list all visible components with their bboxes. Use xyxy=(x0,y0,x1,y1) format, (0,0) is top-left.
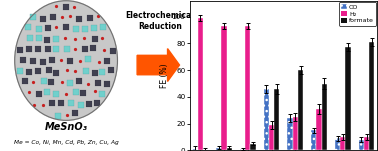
Text: Electrochemical
Reduction: Electrochemical Reduction xyxy=(125,11,194,31)
Bar xyxy=(340,137,345,150)
Bar xyxy=(287,118,293,150)
Bar xyxy=(274,89,279,150)
Circle shape xyxy=(15,1,118,120)
Bar xyxy=(293,117,298,150)
Bar xyxy=(298,70,303,150)
Bar xyxy=(335,138,340,150)
Bar xyxy=(192,149,198,150)
Text: MeSnO₃: MeSnO₃ xyxy=(45,122,88,132)
Bar xyxy=(359,140,364,150)
Bar xyxy=(227,148,232,150)
FancyArrow shape xyxy=(137,49,180,82)
Bar xyxy=(311,130,316,150)
Bar xyxy=(369,42,374,150)
Bar xyxy=(240,149,245,150)
Bar xyxy=(322,84,327,150)
Bar xyxy=(264,89,269,150)
Legend: CO, H₂, formate: CO, H₂, formate xyxy=(339,2,376,26)
Bar xyxy=(345,47,351,150)
Bar xyxy=(222,26,227,150)
Text: Me = Co, Ni, Mn, Cd, Pb, Zn, Cu, Ag: Me = Co, Ni, Mn, Cd, Pb, Zn, Cu, Ag xyxy=(14,140,118,145)
Bar xyxy=(269,125,274,150)
Bar xyxy=(198,18,203,150)
Bar xyxy=(364,137,369,150)
Bar xyxy=(216,148,222,150)
Bar xyxy=(245,26,250,150)
Y-axis label: FE (%): FE (%) xyxy=(160,63,169,88)
Bar xyxy=(250,144,256,150)
Bar xyxy=(316,109,322,150)
